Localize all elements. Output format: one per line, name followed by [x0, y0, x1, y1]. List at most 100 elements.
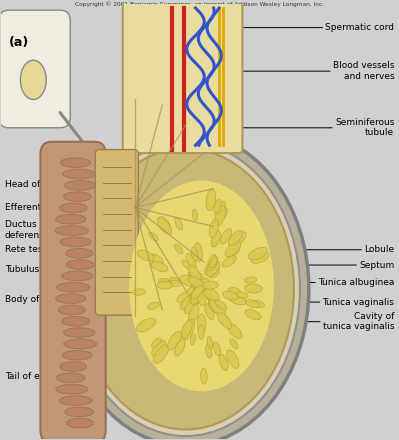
Ellipse shape	[186, 253, 196, 269]
Ellipse shape	[182, 320, 192, 338]
Ellipse shape	[188, 277, 204, 288]
Ellipse shape	[198, 280, 205, 291]
Ellipse shape	[64, 192, 91, 202]
Ellipse shape	[207, 337, 213, 348]
Ellipse shape	[187, 285, 201, 295]
Ellipse shape	[177, 292, 192, 303]
Text: Ductus (vas)
deferens: Ductus (vas) deferens	[5, 220, 71, 240]
Ellipse shape	[63, 328, 95, 337]
Ellipse shape	[66, 260, 94, 269]
Ellipse shape	[60, 203, 87, 213]
Ellipse shape	[20, 60, 46, 99]
Ellipse shape	[157, 217, 172, 234]
Ellipse shape	[232, 232, 246, 246]
Ellipse shape	[198, 325, 204, 339]
Ellipse shape	[204, 263, 212, 275]
Ellipse shape	[159, 216, 170, 230]
Ellipse shape	[228, 246, 240, 257]
Ellipse shape	[236, 292, 248, 298]
Ellipse shape	[215, 206, 226, 226]
Ellipse shape	[217, 313, 232, 329]
Ellipse shape	[174, 339, 185, 356]
FancyBboxPatch shape	[95, 150, 138, 315]
Ellipse shape	[63, 169, 96, 179]
Ellipse shape	[157, 281, 172, 289]
Ellipse shape	[227, 323, 242, 339]
Text: Efferent ductule: Efferent ductule	[5, 203, 78, 212]
FancyBboxPatch shape	[123, 0, 243, 153]
Ellipse shape	[129, 180, 274, 392]
Ellipse shape	[136, 318, 156, 332]
Ellipse shape	[60, 362, 87, 371]
Ellipse shape	[249, 247, 268, 260]
Ellipse shape	[71, 142, 300, 436]
Text: Tubulus rectus: Tubulus rectus	[5, 265, 85, 274]
Ellipse shape	[206, 189, 216, 211]
Ellipse shape	[219, 354, 228, 370]
Ellipse shape	[209, 270, 219, 278]
Ellipse shape	[56, 385, 88, 394]
Ellipse shape	[222, 256, 236, 267]
FancyBboxPatch shape	[40, 142, 106, 440]
Ellipse shape	[228, 231, 242, 246]
Text: (a): (a)	[9, 37, 29, 49]
Ellipse shape	[193, 278, 209, 296]
Ellipse shape	[190, 286, 204, 303]
Ellipse shape	[191, 247, 198, 261]
Ellipse shape	[198, 314, 206, 334]
Ellipse shape	[209, 257, 217, 268]
Ellipse shape	[192, 282, 205, 289]
Ellipse shape	[55, 226, 88, 235]
Ellipse shape	[199, 283, 206, 297]
Ellipse shape	[149, 232, 158, 241]
Ellipse shape	[209, 299, 225, 316]
Ellipse shape	[192, 209, 198, 221]
Ellipse shape	[213, 342, 221, 356]
Ellipse shape	[174, 244, 183, 254]
Ellipse shape	[183, 319, 195, 340]
Ellipse shape	[205, 304, 214, 320]
Ellipse shape	[252, 301, 265, 308]
Ellipse shape	[245, 284, 262, 293]
Text: Septum: Septum	[228, 260, 394, 270]
Ellipse shape	[230, 339, 238, 348]
Ellipse shape	[55, 214, 86, 224]
Ellipse shape	[197, 284, 206, 305]
Text: Copyright © 2001 Benjamin Cummings, an imprint of Addison Wesley Longman, Inc.: Copyright © 2001 Benjamin Cummings, an i…	[75, 1, 324, 7]
Ellipse shape	[206, 344, 212, 358]
Ellipse shape	[57, 373, 85, 383]
Ellipse shape	[58, 305, 85, 315]
Ellipse shape	[208, 254, 216, 266]
Text: Lobule: Lobule	[240, 245, 394, 254]
Text: Seminiferous
tubule: Seminiferous tubule	[242, 118, 394, 137]
Ellipse shape	[62, 132, 309, 440]
Ellipse shape	[62, 271, 93, 281]
Ellipse shape	[66, 249, 93, 258]
Ellipse shape	[77, 148, 294, 429]
Ellipse shape	[199, 286, 205, 300]
Ellipse shape	[188, 265, 201, 281]
Ellipse shape	[168, 331, 182, 350]
Ellipse shape	[245, 300, 259, 308]
Ellipse shape	[223, 291, 238, 300]
Ellipse shape	[245, 309, 261, 320]
Ellipse shape	[201, 286, 219, 301]
Ellipse shape	[196, 273, 207, 295]
Ellipse shape	[191, 285, 204, 304]
Ellipse shape	[153, 345, 169, 363]
Ellipse shape	[180, 294, 196, 310]
Ellipse shape	[148, 302, 159, 309]
Text: Spermatic cord: Spermatic cord	[202, 23, 394, 32]
Ellipse shape	[151, 261, 168, 271]
Text: Tunica vaginalis: Tunica vaginalis	[260, 297, 394, 307]
Ellipse shape	[180, 275, 200, 287]
FancyBboxPatch shape	[0, 10, 70, 128]
Ellipse shape	[206, 262, 220, 277]
Ellipse shape	[200, 368, 207, 384]
Ellipse shape	[67, 418, 93, 428]
Ellipse shape	[195, 285, 204, 304]
Ellipse shape	[227, 350, 239, 368]
Ellipse shape	[228, 288, 240, 294]
Ellipse shape	[170, 278, 180, 283]
Ellipse shape	[152, 338, 161, 348]
